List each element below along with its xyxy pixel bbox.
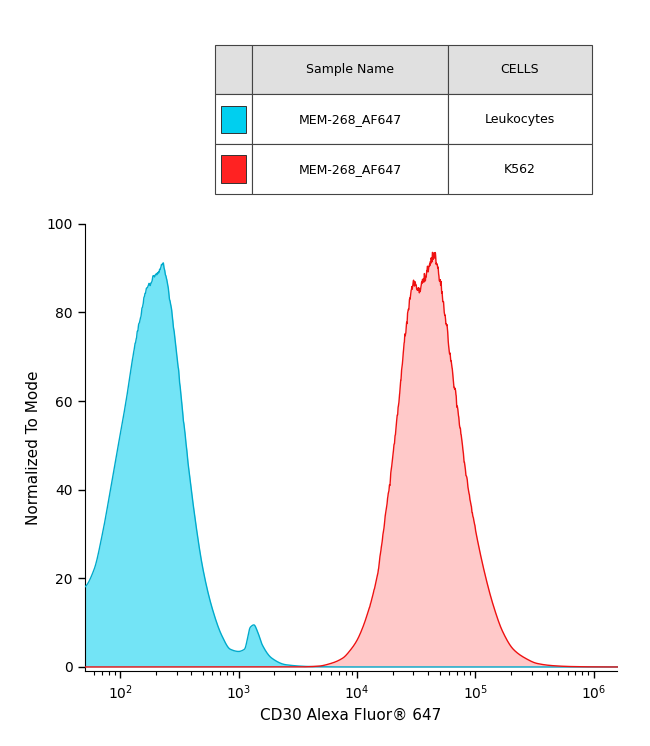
Bar: [221, 155, 246, 183]
Bar: [448, 45, 592, 95]
Bar: [252, 45, 448, 95]
Bar: [448, 95, 592, 144]
Bar: [214, 95, 252, 144]
Bar: [252, 144, 448, 194]
Bar: [214, 45, 252, 95]
Text: MEM-268_AF647: MEM-268_AF647: [298, 163, 402, 175]
Bar: [252, 95, 448, 144]
Text: Sample Name: Sample Name: [306, 63, 394, 76]
Text: K562: K562: [504, 163, 536, 175]
Text: CELLS: CELLS: [500, 63, 540, 76]
Bar: [214, 144, 252, 194]
Text: MEM-268_AF647: MEM-268_AF647: [298, 113, 402, 126]
Bar: [448, 144, 592, 194]
Text: Leukocytes: Leukocytes: [485, 113, 555, 126]
X-axis label: CD30 Alexa Fluor® 647: CD30 Alexa Fluor® 647: [261, 707, 441, 722]
Bar: [221, 106, 246, 133]
Y-axis label: Normalized To Mode: Normalized To Mode: [26, 370, 41, 525]
